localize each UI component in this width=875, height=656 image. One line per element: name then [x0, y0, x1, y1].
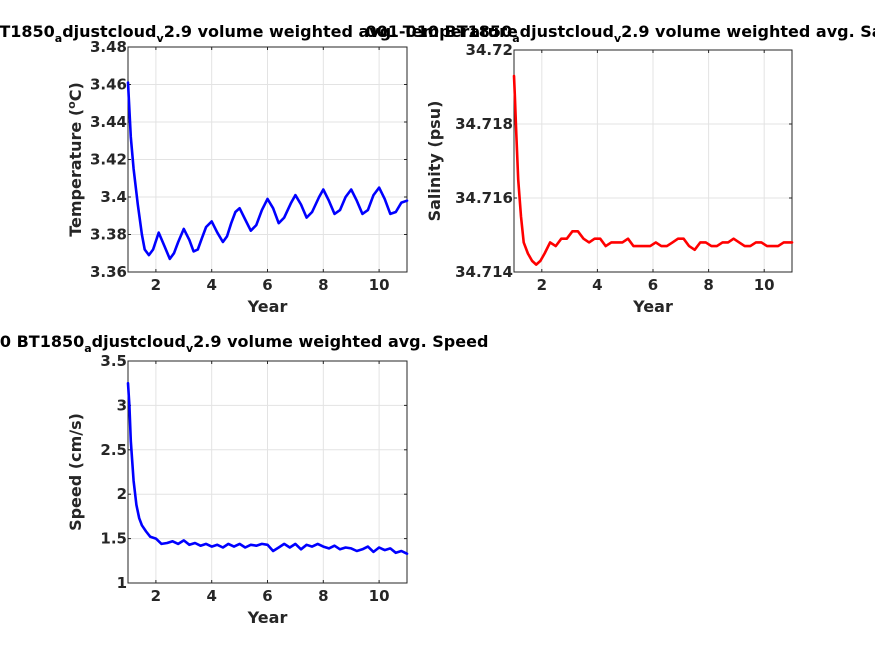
y-tick-label: 34.718: [455, 115, 513, 133]
chart-temp: 2 4 6 8 10 3.36 3.38 3.4 3.42 3.44 3.46 3.48 Year Tem…: [0, 22, 518, 316]
chart-speed: 2 4 6 8 10 1 1.5 2 2.5 3 3.5 Year Speed (cm/s) 001-01…: [0, 332, 488, 627]
series-line-speed: [126, 381, 409, 556]
x-tick-label: 8: [703, 276, 713, 294]
series-line-salt: [512, 74, 794, 266]
y-tick-label: 2.5: [100, 441, 127, 459]
x-tick-label: 8: [318, 276, 328, 294]
x-tick-label: 6: [262, 276, 272, 294]
chart-salt: 2 4 6 8 10 34.714 34.716 34.718 34.72 Year Salinit…: [366, 22, 875, 316]
x-axis-label: Year: [247, 608, 288, 627]
y-tick-label: 3.46: [90, 76, 127, 94]
y-tick-label: 34.72: [466, 41, 513, 59]
chart-title-temp: 001-010 BT1850adjustcloudv2.9 volume wei…: [0, 22, 518, 45]
y-axis-label: Salinity (psu): [425, 101, 444, 222]
y-tick-label: 1.5: [100, 530, 127, 548]
y-tick-label: 1: [117, 574, 127, 592]
x-tick-label: 4: [592, 276, 602, 294]
x-tick-label: 2: [151, 587, 161, 605]
y-tick-label: 3.38: [90, 226, 127, 244]
y-tick-label: 3.44: [90, 113, 127, 131]
series-line-temp: [126, 81, 409, 261]
x-axis-label: Year: [632, 297, 673, 316]
y-tick-label: 3.48: [90, 38, 127, 56]
y-tick-label: 3.5: [100, 352, 127, 370]
y-axis-label: Speed (cm/s): [66, 413, 85, 531]
y-tick-label: 3: [117, 396, 127, 414]
y-tick-label: 3.42: [90, 151, 127, 169]
x-axis-label: Year: [247, 297, 288, 316]
y-axis-label: Temperature (oC): [65, 82, 86, 237]
y-tick-label: 2: [117, 485, 127, 503]
x-tick-label: 10: [369, 587, 390, 605]
chart-title-salt: 001-010 BT1850adjustcloudv2.9 volume wei…: [366, 22, 875, 45]
x-tick-label: 4: [206, 276, 216, 294]
x-tick-label: 10: [369, 276, 390, 294]
x-tick-label: 10: [754, 276, 775, 294]
y-tick-label: 34.714: [455, 263, 513, 281]
x-tick-label: 4: [206, 587, 216, 605]
y-tick-label: 34.716: [455, 189, 513, 207]
x-tick-label: 2: [151, 276, 161, 294]
chart-title-speed: 001-010 BT1850adjustcloudv2.9 volume wei…: [0, 332, 488, 355]
y-tick-label: 3.4: [100, 188, 127, 206]
x-tick-label: 6: [648, 276, 658, 294]
x-tick-label: 2: [537, 276, 547, 294]
y-tick-label: 3.36: [90, 263, 127, 281]
x-tick-label: 6: [262, 587, 272, 605]
x-tick-label: 8: [318, 587, 328, 605]
